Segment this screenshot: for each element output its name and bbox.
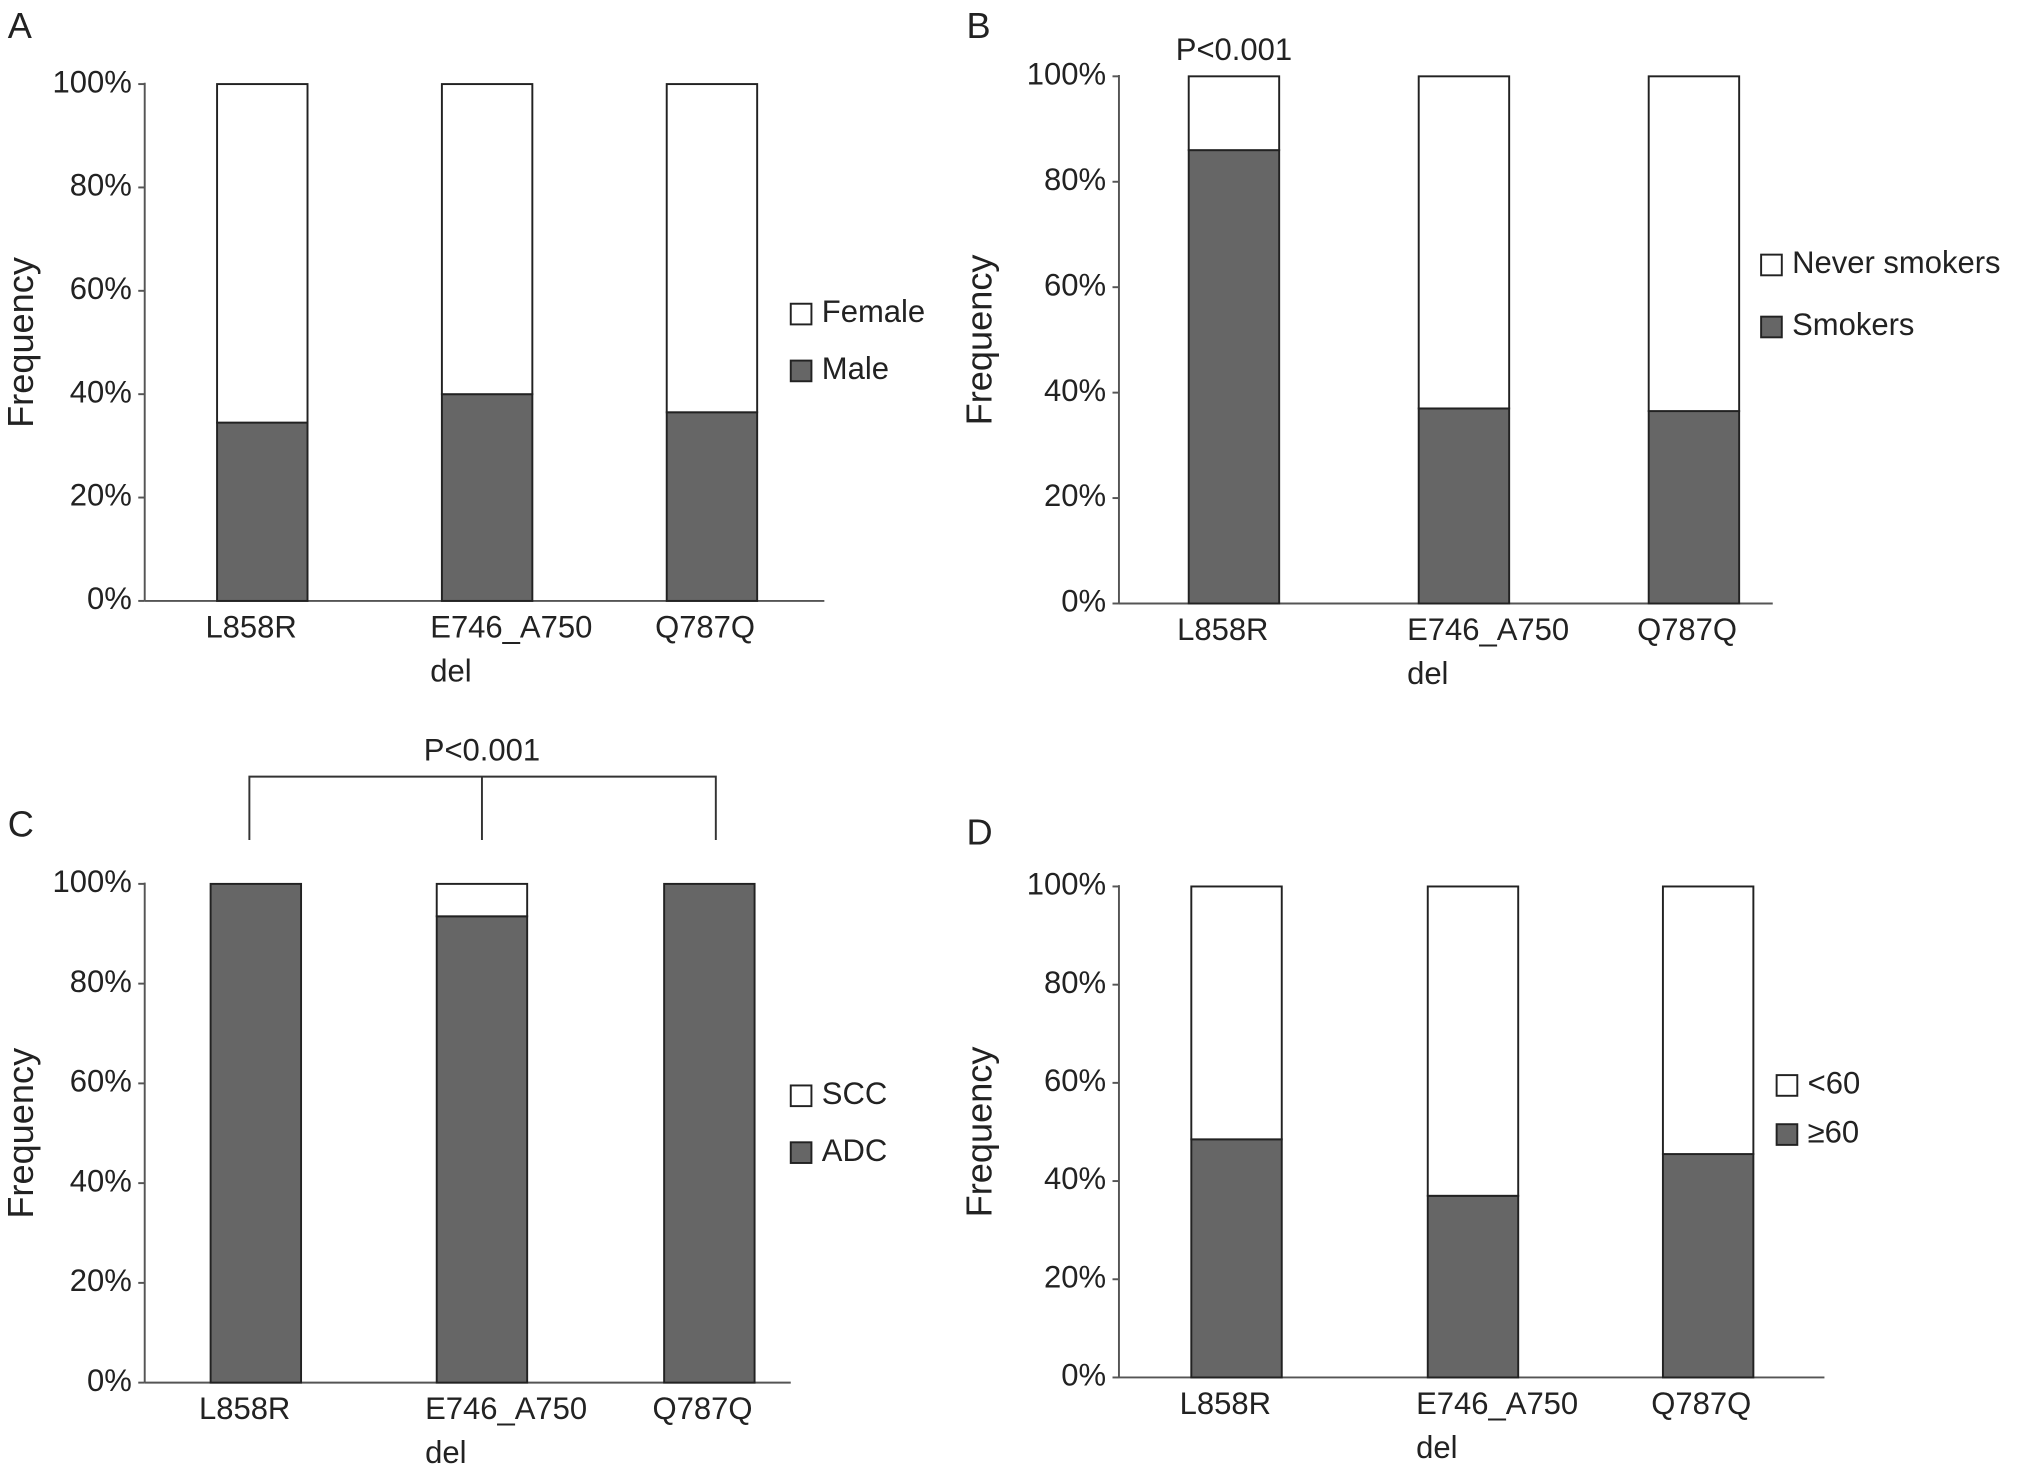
panel-label: A [8,5,33,46]
bar-segment [1417,75,1511,410]
legend-swatch [789,1141,813,1164]
legend-label: ADC [822,1133,887,1168]
bracket [248,775,717,840]
bar-segment [440,83,534,396]
annotation: P<0.001 [1176,32,1292,67]
y-tick-label: 40% [1044,373,1106,408]
y-tick-label: 60% [1044,267,1106,302]
bar-segment [1661,1153,1755,1379]
legend-label: ≥60 [1808,1115,1859,1150]
y-tick-label: 20% [70,1263,132,1298]
y-tick-label: 0% [1061,1358,1106,1393]
y-tick-label: 80% [1044,162,1106,197]
legend-swatch [1760,315,1783,339]
annotation: P<0.001 [424,732,540,767]
legend-swatch [789,1084,813,1108]
bar-segment [663,882,756,1384]
y-tick-label: 40% [70,374,132,409]
x-tick-label: L858R [1180,1386,1271,1421]
bar-segment [1417,407,1511,605]
bar-segment [435,882,529,918]
y-tick-label: 100% [52,64,131,99]
y-tick-label: 80% [70,168,132,203]
x-tick-label: E746_A750 del [425,1391,587,1468]
bar-segment [440,393,534,602]
x-tick-label: Q787Q [1637,612,1737,647]
y-tick-label: 40% [1044,1161,1106,1196]
y-tick-label: 60% [70,1064,132,1099]
y-axis-title: Frequency [0,1048,41,1219]
legend-label: Never smokers [1792,245,2000,280]
legend-swatch [1775,1123,1799,1146]
y-tick-label: 0% [87,581,132,616]
y-axis-title: Frequency [0,257,41,428]
y-axis-title: Frequency [959,254,1000,425]
legend-swatch [1775,1074,1799,1097]
x-tick-label: E746_A750 del [1407,612,1569,691]
legend-label: SCC [822,1076,887,1111]
bar-segment [1426,1194,1520,1379]
bar-segment [1187,149,1281,605]
bar-segment [209,882,303,1384]
bar-segment [1187,75,1281,152]
y-tick-label: 40% [70,1163,132,1198]
y-tick-label: 20% [70,478,132,513]
bar-segment [1647,410,1741,605]
legend-label: Male [822,351,889,386]
y-axis-title: Frequency [959,1047,1000,1218]
legend-swatch [789,359,813,383]
y-tick-label: 100% [52,864,131,899]
bar-segment [665,411,759,602]
bar-segment [1647,75,1741,413]
x-tick-label: L858R [1177,612,1268,647]
y-tick-label: 60% [70,271,132,306]
y-tick-label: 80% [70,964,132,999]
y-tick-label: 100% [1027,57,1106,92]
bar-segment [1190,1138,1283,1379]
legend-label: <60 [1808,1066,1861,1101]
bar-segment [1426,885,1520,1197]
panel-label: B [966,5,990,46]
legend-label: Smokers [1792,307,1914,342]
x-tick-label: E746_A750 del [1416,1386,1578,1465]
y-tick-label: 20% [1044,478,1106,513]
legend-swatch [1760,253,1783,277]
y-tick-label: 0% [1061,584,1106,619]
panel-label: C [8,804,34,845]
x-tick-label: Q787Q [653,1391,753,1426]
y-tick-label: 0% [87,1363,132,1398]
bar-segment [665,83,759,414]
y-tick-label: 80% [1044,965,1106,1000]
x-tick-label: E746_A750 del [430,610,592,689]
bar-segment [1190,885,1283,1141]
bar-segment [1661,885,1755,1156]
y-tick-label: 60% [1044,1063,1106,1098]
legend-swatch [789,302,813,326]
x-tick-label: Q787Q [655,610,755,645]
panel-label: D [966,811,992,852]
y-tick-label: 100% [1027,867,1106,902]
x-tick-label: L858R [199,1391,290,1426]
legend-label: Female [822,294,925,329]
x-tick-label: L858R [205,610,296,645]
bar-segment [435,915,529,1384]
bar-segment [216,421,309,602]
y-tick-label: 20% [1044,1259,1106,1294]
x-tick-label: Q787Q [1651,1386,1751,1421]
bar-segment [216,83,309,424]
